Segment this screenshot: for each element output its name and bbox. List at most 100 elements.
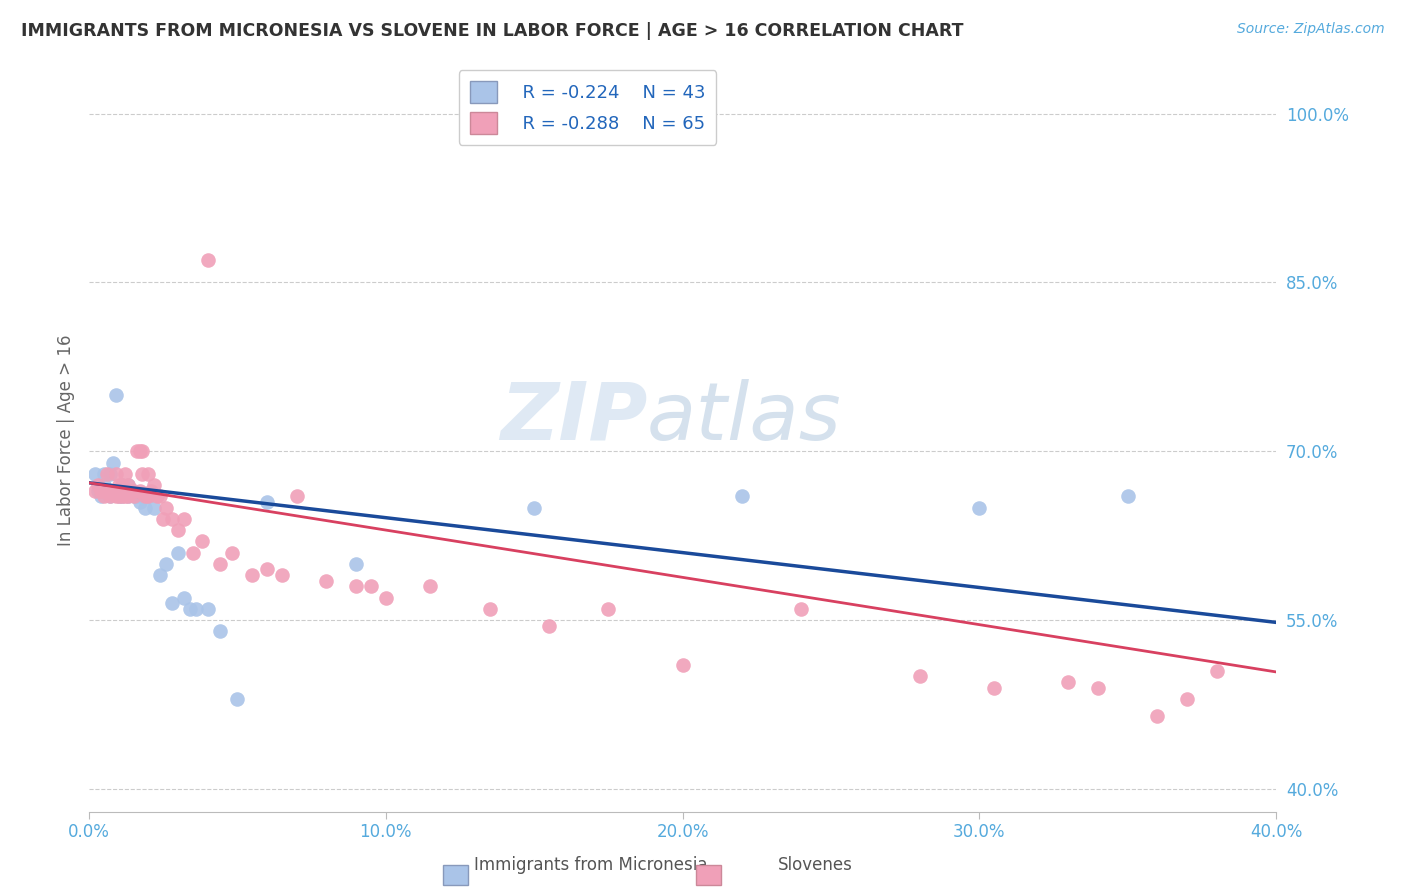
Point xyxy=(149,489,172,503)
Point xyxy=(120,483,142,498)
Point xyxy=(93,467,115,481)
Point xyxy=(315,574,337,588)
Point xyxy=(208,557,231,571)
Point xyxy=(1175,692,1198,706)
Point xyxy=(173,591,195,605)
Point xyxy=(122,483,145,498)
Point xyxy=(155,557,177,571)
Point xyxy=(143,500,166,515)
Point xyxy=(101,483,124,498)
Text: ZIP: ZIP xyxy=(499,379,647,457)
Point xyxy=(598,602,620,616)
Point xyxy=(90,483,112,498)
Point xyxy=(1205,664,1227,678)
Point xyxy=(179,602,201,616)
Point xyxy=(138,489,160,503)
Point xyxy=(1146,708,1168,723)
Point xyxy=(184,602,207,616)
Point xyxy=(114,483,136,498)
Point xyxy=(114,467,136,481)
Point xyxy=(107,489,129,503)
Point xyxy=(152,512,174,526)
Point xyxy=(107,483,129,498)
Point xyxy=(128,495,150,509)
Point xyxy=(98,489,121,503)
Point xyxy=(84,467,107,481)
Point xyxy=(141,483,163,498)
Point xyxy=(167,545,190,559)
Point xyxy=(87,478,110,492)
Point xyxy=(114,489,136,503)
Point xyxy=(93,478,115,492)
Point xyxy=(84,483,107,498)
Point xyxy=(138,467,160,481)
Text: Slovenes: Slovenes xyxy=(778,856,853,874)
Point xyxy=(117,489,139,503)
Legend:   R = -0.224    N = 43,   R = -0.288    N = 65: R = -0.224 N = 43, R = -0.288 N = 65 xyxy=(458,70,717,145)
Point xyxy=(104,388,127,402)
Point xyxy=(197,602,219,616)
Point xyxy=(155,500,177,515)
Point xyxy=(117,478,139,492)
Point xyxy=(128,483,150,498)
Point xyxy=(138,489,160,503)
Point xyxy=(98,483,121,498)
Point xyxy=(104,467,127,481)
Point xyxy=(96,467,118,481)
Point xyxy=(107,489,129,503)
Point xyxy=(181,545,204,559)
Point xyxy=(191,534,214,549)
Point xyxy=(111,478,134,492)
Point xyxy=(90,489,112,503)
Point xyxy=(271,568,294,582)
Point xyxy=(125,489,148,503)
Text: Immigrants from Micronesia: Immigrants from Micronesia xyxy=(474,856,707,874)
Point xyxy=(208,624,231,639)
Point xyxy=(478,602,501,616)
Point xyxy=(98,489,121,503)
Point xyxy=(122,489,145,503)
Point xyxy=(344,557,367,571)
Point xyxy=(523,500,546,515)
Point xyxy=(101,483,124,498)
Point xyxy=(146,489,169,503)
Point xyxy=(120,483,142,498)
Point xyxy=(98,467,121,481)
Text: Source: ZipAtlas.com: Source: ZipAtlas.com xyxy=(1237,22,1385,37)
Point xyxy=(111,489,134,503)
Point xyxy=(134,489,156,503)
Point xyxy=(128,444,150,458)
Point xyxy=(908,669,931,683)
Point xyxy=(1057,675,1080,690)
Point xyxy=(143,478,166,492)
Point xyxy=(344,579,367,593)
Point xyxy=(360,579,382,593)
Point xyxy=(167,523,190,537)
Point xyxy=(969,500,991,515)
Point xyxy=(111,478,134,492)
Point xyxy=(149,568,172,582)
Point xyxy=(101,456,124,470)
Point xyxy=(117,478,139,492)
Point xyxy=(131,489,153,503)
Point xyxy=(122,489,145,503)
Point xyxy=(131,467,153,481)
Point xyxy=(131,444,153,458)
Point xyxy=(117,489,139,503)
Point xyxy=(173,512,195,526)
Point xyxy=(160,512,183,526)
Point xyxy=(285,489,308,503)
Point xyxy=(114,483,136,498)
Point xyxy=(256,562,278,576)
Point xyxy=(790,602,813,616)
Point xyxy=(125,444,148,458)
Point xyxy=(374,591,396,605)
Point xyxy=(537,619,560,633)
Point xyxy=(134,500,156,515)
Y-axis label: In Labor Force | Age > 16: In Labor Force | Age > 16 xyxy=(58,334,75,546)
Point xyxy=(256,495,278,509)
Point xyxy=(96,483,118,498)
Text: atlas: atlas xyxy=(647,379,842,457)
Point xyxy=(111,489,134,503)
Point xyxy=(983,681,1005,695)
